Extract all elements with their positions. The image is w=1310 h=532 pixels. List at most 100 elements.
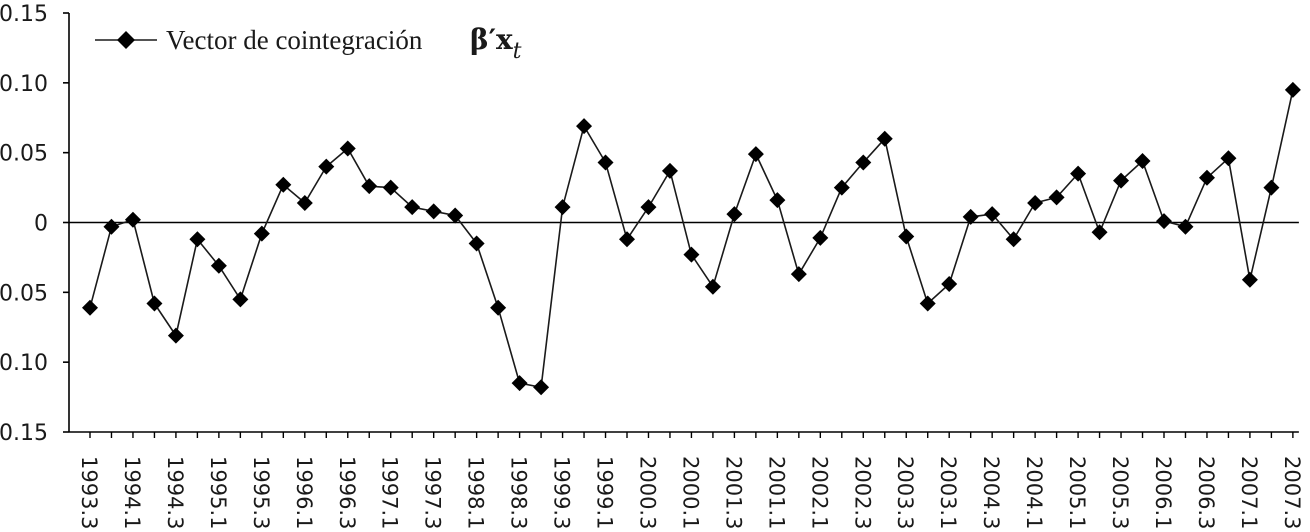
data-point: [1284, 81, 1301, 98]
data-point: [1220, 150, 1237, 167]
x-axis: 1993.3 1994.1 1994.3 1995.1 1995.3 1996.1 1996…: [69, 431, 1304, 529]
data-point: [1241, 271, 1258, 288]
y-tick-label: 0.10: [0, 72, 48, 97]
data-point: [210, 257, 227, 274]
data-point: [769, 192, 786, 209]
x-tick-label: 1995.3: [249, 456, 273, 529]
x-tick-label: 1998.3: [507, 456, 531, 529]
legend-math: β′xt: [470, 23, 522, 64]
x-tick-label: 2005.3: [1108, 456, 1132, 529]
data-point: [661, 162, 678, 179]
data-point: [511, 375, 528, 392]
y-tick-label: 0: [34, 212, 48, 237]
data-point: [361, 178, 378, 195]
x-tick-label: 1994.3: [163, 456, 187, 529]
y-tick-label: -0.10: [0, 351, 48, 376]
y-tick-label: -0.05: [0, 281, 48, 306]
data-point: [1027, 194, 1044, 211]
x-tick-label: 2004.3: [979, 456, 1003, 529]
data-point: [876, 130, 893, 147]
data-point: [554, 199, 571, 216]
data-point: [726, 206, 743, 223]
x-tick-label: 1999.1: [593, 456, 617, 529]
x-tick-label: 2001.3: [721, 456, 745, 529]
data-point: [855, 154, 872, 171]
x-tick-label: 1995.1: [206, 456, 230, 529]
data-point: [704, 278, 721, 295]
data-point: [812, 229, 829, 246]
y-tick-label: 0.05: [0, 142, 48, 167]
data-point: [833, 179, 850, 196]
data-point: [447, 207, 464, 224]
data-point: [1156, 213, 1172, 230]
data-point: [1070, 165, 1087, 182]
data-point: [1177, 218, 1194, 235]
data-point: [533, 379, 550, 396]
data-point: [490, 299, 507, 316]
data-point: [103, 218, 120, 235]
x-tick-label: 2002.3: [850, 456, 874, 529]
data-point: [576, 118, 593, 135]
data-point: [984, 206, 1001, 223]
x-tick-label: 2000.1: [678, 456, 702, 529]
x-tick-label: 2000.3: [635, 456, 659, 529]
data-point: [425, 203, 442, 220]
x-tick-label: 2003.1: [936, 456, 960, 529]
x-tick-label: 2004.1: [1022, 456, 1046, 529]
x-tick-label: 1996.3: [335, 456, 359, 529]
data-point: [1263, 179, 1280, 196]
data-point: [468, 235, 485, 252]
x-tick-label: 1993.3: [77, 456, 101, 529]
x-tick-label: 2006.3: [1194, 456, 1218, 529]
x-tick-label: 1996.1: [292, 456, 316, 529]
x-tick-label: 2001.1: [764, 456, 788, 529]
data-point: [232, 291, 249, 308]
y-axis: 0.15 0.10 0.05 0 -0.05 -0.10 -0.15: [0, 2, 70, 446]
x-tick-label: 1997.1: [378, 456, 402, 529]
data-point: [962, 208, 979, 225]
data-point: [189, 231, 206, 248]
x-tick-label: 1997.3: [421, 456, 445, 529]
data-point: [82, 299, 98, 316]
legend-label: Vector de cointegración: [166, 25, 423, 55]
data-point: [1005, 231, 1022, 248]
x-tick-label: 2006.1: [1151, 456, 1175, 529]
data-point: [1198, 169, 1215, 186]
data-point: [941, 275, 958, 292]
data-point: [167, 327, 184, 344]
data-point: [597, 154, 614, 171]
legend-marker: [117, 31, 135, 49]
data-point: [404, 199, 421, 216]
data-point: [296, 194, 313, 211]
data-point: [124, 211, 141, 228]
series-line: [89, 89, 1294, 389]
data-point: [790, 266, 807, 283]
series-markers: [82, 81, 1301, 396]
legend: Vector de cointegración β′xt: [95, 23, 522, 64]
x-tick-label: 1998.1: [464, 456, 488, 529]
data-point: [619, 231, 635, 248]
y-tick-label: 0.15: [0, 2, 48, 27]
data-point: [1134, 153, 1151, 170]
x-tick-label: 2002.1: [807, 456, 831, 529]
x-tick-label: 1999.3: [550, 456, 574, 529]
data-point: [1113, 172, 1130, 189]
data-point: [640, 199, 657, 216]
data-point: [318, 158, 335, 175]
x-tick-label: 2003.3: [893, 456, 917, 529]
data-point: [898, 228, 915, 245]
data-point: [146, 295, 163, 312]
data-point: [275, 176, 292, 193]
data-point: [339, 140, 356, 157]
x-tick-label: 1994.1: [120, 456, 144, 529]
data-point: [382, 179, 399, 196]
data-point: [747, 146, 764, 163]
legend-math-subscript: t: [513, 39, 522, 64]
x-tick-label: 2007.1: [1237, 456, 1261, 529]
data-point: [683, 246, 700, 263]
x-tick-label: 2005.1: [1065, 456, 1089, 529]
x-tick-label: 2007.3: [1280, 456, 1304, 529]
series-polyline: [89, 89, 1294, 389]
data-point: [919, 295, 936, 312]
